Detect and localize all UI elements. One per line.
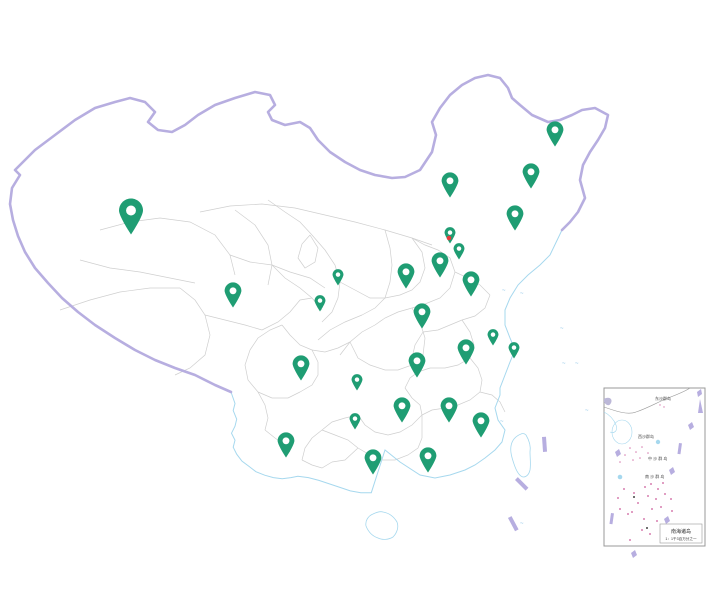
- svg-text:东沙群岛: 东沙群岛: [655, 395, 671, 401]
- svg-text:西沙群岛: 西沙群岛: [638, 433, 654, 439]
- svg-text:~: ~: [575, 361, 579, 367]
- svg-text:~: ~: [502, 288, 506, 294]
- svg-text:中 沙 群 岛: 中 沙 群 岛: [648, 455, 667, 461]
- svg-text:~: ~: [520, 291, 524, 297]
- svg-text:南 沙 群 岛: 南 沙 群 岛: [645, 473, 664, 479]
- svg-text:1：1千3百万分之一: 1：1千3百万分之一: [665, 536, 697, 541]
- svg-text:~: ~: [520, 521, 524, 527]
- svg-text:南海诸岛: 南海诸岛: [671, 528, 691, 535]
- svg-text:~: ~: [585, 408, 589, 414]
- svg-text:~: ~: [500, 419, 504, 425]
- svg-text:~: ~: [560, 326, 564, 332]
- svg-text:~: ~: [562, 361, 566, 367]
